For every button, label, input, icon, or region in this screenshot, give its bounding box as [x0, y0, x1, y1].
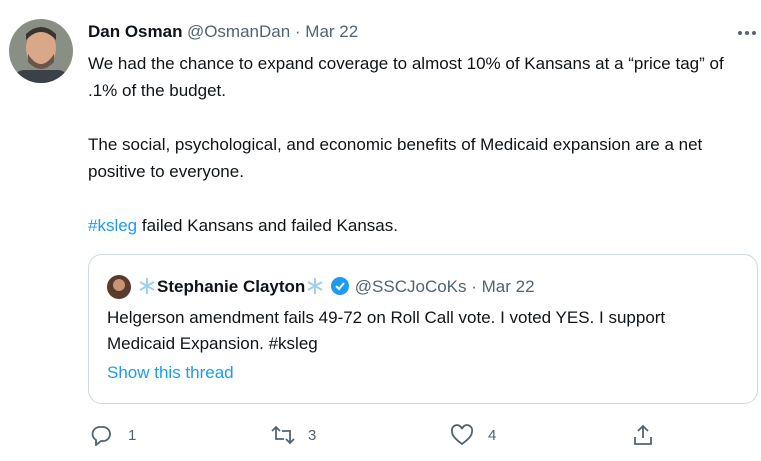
- reply-count: 1: [128, 427, 136, 444]
- quote-avatar: [107, 275, 131, 299]
- paragraph: We had the chance to expand coverage to …: [88, 50, 738, 104]
- quote-text: Helgerson amendment fails 49-72 on Roll …: [107, 305, 727, 357]
- reply-icon[interactable]: [90, 424, 112, 446]
- text: failed Kansans and failed Kansas.: [137, 216, 398, 235]
- paragraph: The social, psychological, and economic …: [88, 131, 738, 185]
- quote-author: Stephanie Clayton @SSCJoCoKs · Mar 22: [137, 275, 535, 299]
- author-name[interactable]: Dan Osman: [88, 22, 182, 41]
- paragraph: #ksleg failed Kansans and failed Kansas.: [88, 212, 738, 239]
- action-bar: 1 3 4: [90, 424, 760, 448]
- show-thread-link[interactable]: Show this thread: [107, 363, 234, 383]
- quoted-tweet[interactable]: Stephanie Clayton @SSCJoCoKs · Mar 22 He…: [88, 254, 758, 404]
- retweet-icon[interactable]: [270, 424, 296, 446]
- retweet-count: 3: [308, 427, 316, 444]
- more-button[interactable]: [736, 28, 758, 38]
- tweet: Dan Osman @OsmanDan · Mar 22 We had the …: [0, 0, 761, 461]
- author-meta[interactable]: @OsmanDan · Mar 22: [187, 22, 358, 41]
- quote-name[interactable]: Stephanie Clayton: [157, 277, 305, 296]
- snowflake-icon: [305, 277, 325, 295]
- like-count: 4: [488, 427, 496, 444]
- verified-badge: [330, 276, 350, 296]
- author-line: Dan Osman @OsmanDan · Mar 22: [88, 22, 358, 42]
- tweet-text: We had the chance to expand coverage to …: [88, 50, 738, 266]
- snowflake-icon: [137, 277, 157, 295]
- author-avatar[interactable]: [8, 18, 74, 84]
- hashtag[interactable]: #ksleg: [88, 216, 137, 235]
- like-icon[interactable]: [450, 424, 474, 446]
- share-icon[interactable]: [632, 424, 654, 446]
- quote-meta: @SSCJoCoKs · Mar 22: [355, 277, 535, 296]
